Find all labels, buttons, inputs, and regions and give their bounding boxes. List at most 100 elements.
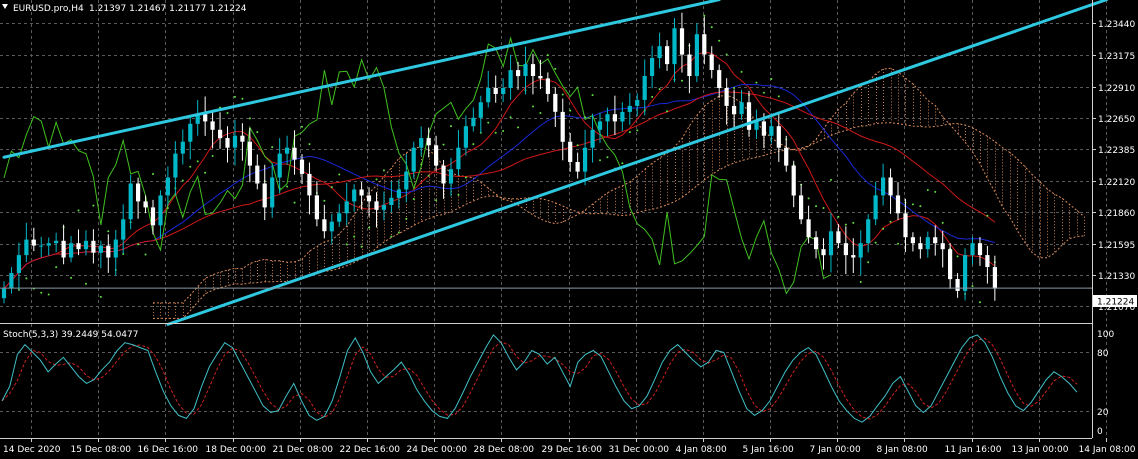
sar-dot (718, 39, 721, 42)
sar-dot (971, 285, 974, 288)
candle-body (46, 243, 51, 246)
time-tick-label: 18 Dec 00:00 (206, 445, 267, 455)
candle-body (203, 114, 208, 122)
trendline (166, 0, 1109, 326)
time-tick-label: 4 Jan 08:00 (676, 445, 728, 455)
sar-dot (837, 215, 840, 218)
candle-body (523, 64, 528, 76)
sar-dot (427, 174, 430, 177)
sar-dot (859, 281, 862, 283)
candlesticks[interactable] (1, 12, 997, 304)
price-tick-label: 1.23175 (1098, 52, 1135, 62)
oscillator-scale: 100 80 20 0 (1097, 330, 1114, 437)
candle-body (627, 105, 632, 112)
candle-body (888, 177, 893, 196)
candle-body (694, 34, 699, 76)
candle-body (441, 165, 446, 184)
candle-body (948, 249, 953, 280)
candle-body (61, 240, 66, 258)
candle-body (31, 239, 36, 246)
candle-body (493, 88, 498, 94)
candle-body (866, 219, 871, 244)
candle-body (218, 129, 223, 139)
candle-body (590, 129, 595, 148)
candle-body (776, 126, 781, 148)
sar-dot (926, 189, 929, 192)
candle-body (553, 93, 558, 112)
collapse-arrow-icon[interactable] (2, 4, 8, 9)
sar-dot (397, 231, 400, 234)
sar-dot (152, 172, 154, 175)
time-tick-label: 31 Dec 00:00 (609, 445, 670, 455)
stoch-signal-line (1, 337, 1078, 420)
cloud-span-a (153, 67, 1085, 304)
candle-body (784, 147, 789, 166)
candle-body (337, 213, 342, 222)
sar-dot (137, 243, 140, 246)
sar-dot (464, 176, 467, 179)
sar-dot (606, 156, 609, 159)
sar-dot (554, 67, 557, 70)
time-tick-label: 24 Dec 00:00 (407, 445, 468, 455)
sar-dot (509, 116, 512, 119)
candle-body (702, 34, 707, 55)
candle-body (992, 267, 997, 289)
candle-body (478, 102, 483, 118)
sar-dot (599, 159, 601, 162)
time-scale[interactable]: 14 Dec 2020 15 Dec 08:00 16 Dec 16:00 18 De… (3, 438, 1136, 455)
candle-body (642, 76, 647, 100)
candle-body (791, 165, 796, 196)
sar-dot (852, 221, 855, 224)
price-scale[interactable]: 1.23440 1.23175 1.22910 1.22650 1.22385 1.221… (1092, 20, 1135, 313)
trendlines[interactable] (2, 0, 1109, 326)
oscillator-label: Stoch(5,3,3) 39.2449 54.0477 (3, 330, 138, 340)
sar-dot (867, 261, 870, 264)
sar-dot (181, 179, 184, 182)
sar-dot (517, 126, 520, 129)
candle-body (232, 135, 238, 148)
candle-body (463, 126, 468, 148)
candle-body (352, 189, 357, 202)
sar-dot (189, 165, 192, 168)
sar-dot (755, 81, 758, 84)
candle-body (858, 243, 863, 258)
time-tick-label: 14 Dec 2020 (3, 445, 61, 455)
sar-dot (25, 277, 28, 280)
candle-body (91, 240, 96, 253)
sar-dot (539, 112, 542, 115)
osc-level-label: 0 (1097, 427, 1103, 437)
ma-fast-line (3, 51, 996, 289)
candle-body (508, 70, 513, 88)
price-tick-label: 1.21595 (1098, 241, 1135, 251)
sar-dot (882, 227, 885, 230)
candle-body (679, 28, 685, 55)
candle-body (396, 189, 401, 198)
sar-dot (390, 235, 393, 238)
sar-dot (368, 226, 371, 229)
candle-body (195, 114, 200, 124)
candle-body (389, 197, 394, 205)
sar-dot (77, 209, 80, 212)
price-tick-label: 1.23440 (1098, 20, 1135, 30)
sar-dot (405, 217, 408, 220)
candle-body (240, 135, 245, 142)
candle-body (851, 255, 856, 258)
candle-body (903, 213, 908, 238)
sar-dot (144, 253, 147, 256)
candle-body (225, 138, 230, 148)
candle-body (635, 99, 640, 106)
candle-body (575, 162, 580, 172)
sar-dot (166, 206, 169, 209)
time-tick-label: 22 Dec 16:00 (340, 445, 401, 455)
candle-body (69, 243, 74, 258)
candle-body (285, 147, 290, 154)
sar-dot (978, 301, 981, 304)
sar-dot (710, 26, 713, 29)
candle-body (344, 201, 349, 214)
sar-dot (770, 78, 773, 81)
sar-dot (546, 54, 549, 57)
chikou-line (3, 36, 832, 295)
candle-body (121, 219, 126, 240)
time-tick-label: 16 Dec 16:00 (138, 445, 199, 455)
